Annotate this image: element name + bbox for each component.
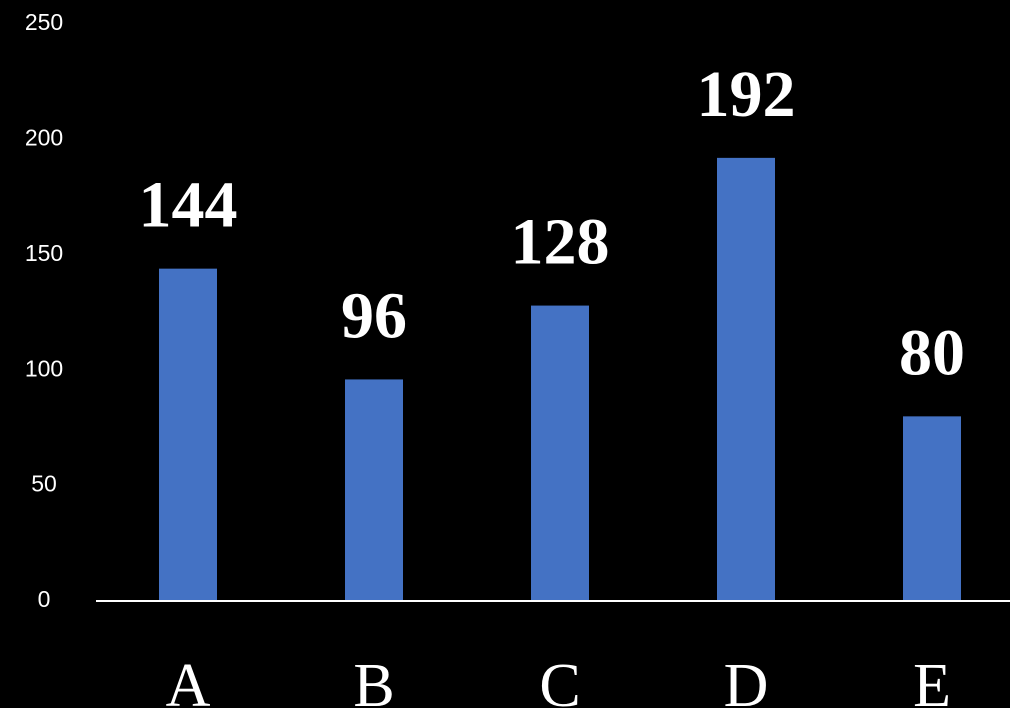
x-tick-label: C [539,652,580,708]
y-tick-label: 150 [25,240,63,266]
x-tick-label: E [913,652,951,708]
y-tick-label: 0 [38,586,51,612]
data-label: 144 [139,169,238,242]
x-tick-label: A [166,652,211,708]
y-tick-label: 100 [25,355,63,381]
y-tick-label: 200 [25,124,63,150]
data-label: 80 [899,316,965,389]
data-label: 192 [697,58,796,131]
bars [159,157,961,601]
y-axis-ticks: 0 50 100 150 200 250 [25,9,63,612]
bar [903,416,961,601]
y-tick-label: 250 [25,9,63,35]
y-tick-label: 50 [31,471,57,497]
bar [717,157,775,601]
bar [345,379,403,601]
x-axis-labels: A B C D E [166,652,951,708]
data-labels: 144 96 128 192 80 [139,58,966,389]
bar [159,268,217,601]
x-tick-label: B [353,652,394,708]
bar [531,305,589,601]
data-label: 128 [511,206,610,279]
data-label: 96 [341,279,407,352]
x-tick-label: D [724,652,769,708]
